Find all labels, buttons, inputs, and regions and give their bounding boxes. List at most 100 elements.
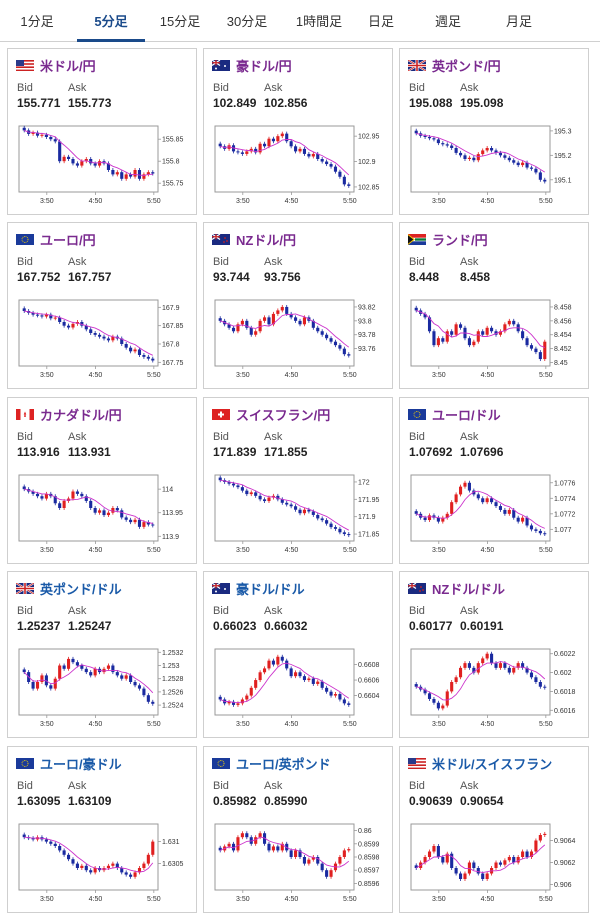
rate-card[interactable]: 豪ドル/円 Bid Ask 102.849 102.856 102.95 102.9 102.… — [203, 48, 393, 215]
candle-body — [151, 358, 155, 361]
candle-body — [71, 859, 75, 864]
candle-body — [102, 336, 106, 339]
price-chart[interactable]: 93.82 93.8 93.78 93.76 3:50 4:50 5:50 — [214, 298, 385, 388]
price-chart[interactable]: 114 113.95 113.9 3:50 4:50 5:50 — [18, 473, 189, 563]
ask-value: 0.66032 — [264, 619, 308, 633]
candle-body — [22, 834, 26, 838]
price-chart[interactable]: 8.458 8.456 8.454 8.452 8.45 3:50 4:50 5:50 — [410, 298, 581, 388]
candle-body — [436, 846, 440, 857]
y-tick-label: 0.8598 — [358, 855, 380, 862]
candle-body — [294, 506, 298, 510]
price-chart[interactable]: 0.86 0.8599 0.8598 0.8597 0.8596 3:50 4:50 5:50 — [214, 822, 385, 912]
candle-body — [476, 663, 480, 673]
pair-name[interactable]: ランド/円 — [432, 232, 488, 248]
candle-body — [75, 863, 79, 868]
candle-body — [120, 338, 124, 344]
pair-name[interactable]: ユーロ/ドル — [432, 407, 501, 423]
pair-name[interactable]: ユーロ/英ポンド — [236, 756, 331, 772]
tab-timeframe[interactable]: 月足 — [505, 14, 532, 29]
candle-body — [267, 317, 271, 325]
pair-name[interactable]: NZドル/ドル — [432, 581, 505, 597]
candle-body — [481, 873, 485, 879]
pair-name[interactable]: カナダドル/円 — [40, 407, 122, 423]
candle-body — [22, 127, 26, 131]
pair-name[interactable]: 英ポンド/円 — [432, 58, 501, 74]
y-tick-label: 0.8597 — [358, 868, 380, 875]
ask-value: 0.90654 — [460, 794, 504, 808]
x-tick-label: 5:50 — [147, 547, 161, 554]
candle-body — [84, 496, 88, 501]
tab-timeframe[interactable]: 1時間足 — [295, 14, 343, 29]
rate-card[interactable]: 米ドル/スイスフラン Bid Ask 0.90639 0.90654 0.9064 0.90… — [399, 746, 589, 913]
plot-area — [18, 299, 159, 367]
rate-card[interactable]: NZドル/円 Bid Ask 93.744 93.756 93.82 93.8 93.78 93… — [203, 222, 393, 389]
rate-card[interactable]: ユーロ/豪ドル Bid Ask 1.63095 1.63109 1.631 1.6305 3:… — [7, 746, 197, 913]
rate-card[interactable]: 豪ドル/ドル Bid Ask 0.66023 0.66032 0.6608 0.6606 0.… — [203, 571, 393, 738]
tab-timeframe[interactable]: 30分足 — [226, 14, 268, 29]
candle-body — [347, 534, 351, 536]
pair-name[interactable]: 豪ドル/円 — [236, 58, 292, 74]
price-chart[interactable]: 167.9 167.85 167.8 167.75 3:50 4:50 5:50 — [18, 298, 189, 388]
eu-flag-icon — [16, 757, 34, 769]
candle-body — [503, 155, 507, 158]
rate-card[interactable]: NZドル/ドル Bid Ask 0.60177 0.60191 0.6022 0.602 0.… — [399, 571, 589, 738]
ask-value: 1.07696 — [460, 445, 504, 459]
pair-name[interactable]: NZドル/円 — [236, 232, 296, 248]
x-tick-label: 5:50 — [147, 721, 161, 728]
pair-name[interactable]: 豪ドル/ドル — [236, 581, 305, 597]
rate-card[interactable]: 英ポンド/ドル Bid Ask 1.25237 1.25247 1.2532 1.253 1.… — [7, 571, 197, 738]
pair-name[interactable]: 英ポンド/ドル — [40, 581, 122, 597]
rate-card[interactable]: ユーロ/円 Bid Ask 167.752 167.757 167.9 167.85 167.… — [7, 222, 197, 389]
candle-body — [525, 162, 529, 168]
candle-body — [142, 355, 146, 357]
y-tick-label: 0.9064 — [554, 838, 576, 845]
price-chart[interactable]: 0.6608 0.6606 0.6604 3:50 4:50 5:50 — [214, 647, 385, 737]
price-chart[interactable]: 102.95 102.9 102.85 3:50 4:50 5:50 — [214, 124, 385, 214]
candle-body — [106, 865, 111, 868]
price-chart[interactable]: 1.631 1.6305 3:50 4:50 5:50 — [18, 822, 189, 912]
tab-timeframe[interactable]: 1分足 — [20, 14, 54, 29]
price-chart[interactable]: 0.9064 0.9062 0.906 3:50 4:50 5:50 — [410, 822, 581, 912]
ask-value: 8.458 — [460, 270, 491, 284]
rate-card[interactable]: ランド/円 Bid Ask 8.448 8.458 8.458 8.456 8.454 8.45… — [399, 222, 589, 389]
candle-body — [227, 843, 231, 847]
price-chart[interactable]: 195.3 195.2 195.1 3:50 4:50 5:50 — [410, 124, 581, 214]
rate-card[interactable]: 米ドル/円 Bid Ask 155.771 155.773 155.85 155.8 155.… — [7, 48, 197, 215]
candle-body — [333, 694, 338, 696]
price-chart[interactable]: 1.2532 1.253 1.2528 1.2526 1.2524 3:50 4:50 5:5… — [18, 647, 189, 737]
candle-body — [276, 846, 280, 851]
rate-card[interactable]: カナダドル/円 Bid Ask 113.916 113.931 114 113.95 113.… — [7, 397, 197, 564]
rate-card[interactable]: 英ポンド/円 Bid Ask 195.088 195.098 195.3 195.2 195.… — [399, 48, 589, 215]
tab-timeframe[interactable]: 5分足 — [77, 0, 145, 42]
pair-name[interactable]: ユーロ/円 — [40, 232, 96, 248]
candle-body — [89, 329, 93, 333]
card-header: ユーロ/円 — [16, 231, 96, 248]
rate-card[interactable]: ユーロ/英ポンド Bid Ask 0.85982 0.85990 0.86 0.8599 0.… — [203, 746, 393, 913]
tab-timeframe[interactable]: 週足 — [434, 14, 461, 29]
y-tick-label: 1.0776 — [554, 480, 576, 487]
pair-name[interactable]: ユーロ/豪ドル — [40, 756, 122, 772]
tab-timeframe[interactable]: 15分足 — [159, 14, 201, 29]
candle-body — [124, 344, 128, 348]
candle-body — [271, 660, 275, 665]
y-tick-label: 102.95 — [358, 134, 380, 141]
plot-area — [410, 299, 551, 367]
price-chart[interactable]: 0.6022 0.602 0.6018 0.6016 3:50 4:50 5:50 — [410, 647, 581, 737]
price-chart[interactable]: 155.85 155.8 155.75 3:50 4:50 5:50 — [18, 124, 189, 214]
rate-card[interactable]: ユーロ/ドル Bid Ask 1.07692 1.07696 1.0776 1.0774 1.… — [399, 397, 589, 564]
candle-body — [106, 163, 111, 170]
bid-value: 113.916 — [17, 445, 60, 459]
candle-body — [258, 672, 262, 681]
pair-name[interactable]: スイスフラン/円 — [236, 407, 331, 423]
ask-value: 167.757 — [68, 270, 112, 284]
ask-label: Ask — [264, 82, 283, 94]
pair-name[interactable]: 米ドル/円 — [40, 58, 96, 74]
price-chart[interactable]: 172 171.95 171.9 171.85 3:50 4:50 5:50 — [214, 473, 385, 563]
candle-body — [423, 135, 427, 137]
pair-name[interactable]: 米ドル/スイスフラン — [432, 756, 553, 772]
tab-timeframe[interactable]: 日足 — [367, 14, 394, 29]
rate-card[interactable]: スイスフラン/円 Bid Ask 171.839 171.855 172 171.95 171… — [203, 397, 393, 564]
candle-body — [115, 508, 119, 511]
candle-body — [146, 854, 150, 864]
price-chart[interactable]: 1.0776 1.0774 1.0772 1.077 3:50 4:50 5:50 — [410, 473, 581, 563]
